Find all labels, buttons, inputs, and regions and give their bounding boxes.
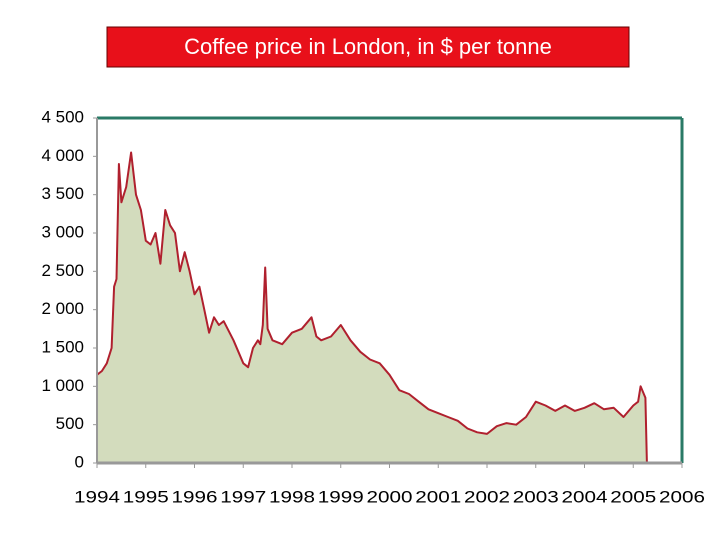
y-tick-label: 0 [75,452,84,471]
area-fill [97,152,647,463]
x-tick-label: 2004 [562,487,608,506]
x-tick-label: 1994 [74,487,120,506]
y-tick-label: 3 500 [41,184,84,203]
x-tick-label: 2001 [415,487,461,506]
x-tick-label: 1999 [318,487,364,506]
x-tick-label: 2002 [464,487,510,506]
x-tick-label: 1995 [123,487,169,506]
y-tick-label: 4 000 [41,146,84,165]
y-tick-label: 3 000 [41,222,84,241]
x-tick-label: 1998 [269,487,315,506]
y-tick-label: 2 500 [41,261,84,280]
x-tick-label: 2005 [610,487,656,506]
x-tick-label: 2000 [367,487,413,506]
title-box [106,26,630,68]
y-tick-label: 500 [56,414,84,433]
x-tick-label: 1997 [220,487,266,506]
y-tick-label: 4 500 [41,107,84,126]
y-tick-label: 2 000 [41,299,84,318]
price-line [96,151,648,464]
y-tick-label: 1 000 [41,376,84,395]
x-tick-label: 1996 [172,487,218,506]
x-tick-label: 2006 [659,487,705,506]
y-tick-label: 1 500 [41,337,84,356]
x-tick-label: 2003 [513,487,559,506]
chart-title: Coffee price in London, in $ per tonne [184,34,552,59]
